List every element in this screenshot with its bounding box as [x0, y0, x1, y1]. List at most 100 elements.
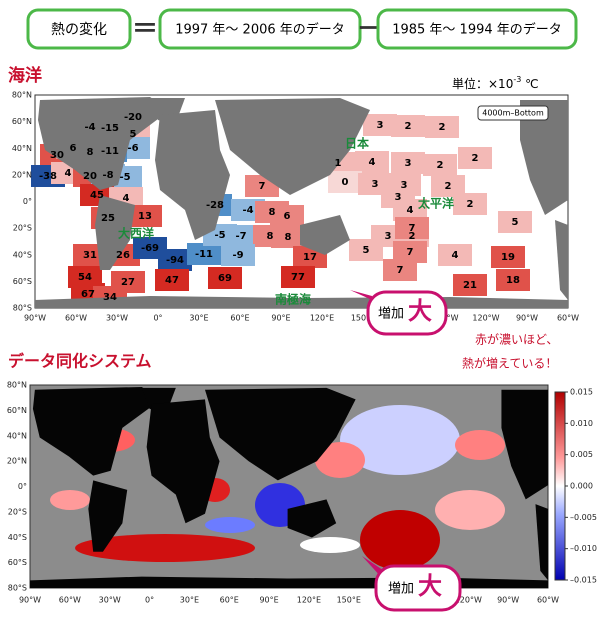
value-label: -11	[101, 146, 119, 157]
colorbar	[554, 391, 566, 581]
region-cell	[423, 154, 457, 176]
region-cell	[431, 175, 465, 197]
lon-label: 0°	[153, 314, 162, 323]
lat-label: 60°N	[12, 117, 32, 126]
colorbar-label: 0.000	[570, 482, 593, 491]
lat-label: 40°N	[7, 431, 27, 440]
box	[376, 8, 578, 50]
lon-label: 90°W	[516, 314, 538, 323]
lon-label: 30°W	[106, 314, 128, 323]
value-label: 2	[472, 153, 479, 164]
value-label: 7	[409, 223, 416, 234]
box-text: 熱の変化	[51, 21, 107, 38]
lon-label: 60°E	[230, 314, 249, 323]
value-label: 2	[409, 231, 416, 242]
lat-label: 0°	[18, 482, 27, 491]
colorbar-label: 0.005	[570, 450, 593, 459]
region-cell	[208, 267, 242, 289]
lat-label: 60°S	[8, 558, 27, 567]
region-cell	[381, 186, 415, 208]
region-cell	[491, 246, 525, 268]
lon-label: 90°E	[271, 314, 290, 323]
box-text: 1985 年〜 1994 年のデータ	[392, 22, 562, 38]
region-label: 大西洋	[118, 226, 154, 241]
value-label: 8	[87, 147, 94, 158]
value-label: 4	[369, 157, 376, 168]
value-label: 25	[101, 213, 115, 224]
region-cell	[224, 225, 258, 247]
section-title: データ同化システム	[8, 352, 152, 371]
value-label: 27	[121, 277, 135, 288]
value-label: 77	[291, 272, 305, 283]
value-label: -38	[39, 171, 57, 182]
lon-label: 60°W	[59, 596, 81, 605]
value-label: 5	[512, 217, 519, 228]
value-label: 18	[506, 275, 520, 286]
value-label: -4	[242, 205, 253, 216]
value-label: -8	[102, 170, 113, 181]
value-label: 2	[439, 122, 446, 133]
value-label: -6	[127, 143, 138, 154]
value-label: 30	[50, 150, 64, 161]
lat-label: 80°S	[8, 584, 27, 593]
value-label: 8	[269, 207, 276, 218]
value-label: 5	[363, 245, 370, 256]
value-label: 8	[267, 231, 274, 242]
note: 赤が濃いほど、	[475, 332, 558, 347]
region-cell	[355, 151, 389, 173]
lat-label: 20°S	[8, 507, 27, 516]
value-label: 3	[405, 158, 412, 169]
lon-label: 30°E	[180, 596, 199, 605]
value-label: 4	[65, 168, 72, 179]
value-label: 7	[397, 265, 404, 276]
region-label: 南極海	[275, 292, 311, 307]
region-label: 太平洋	[418, 196, 454, 211]
region-cell	[395, 217, 429, 239]
region-cell	[363, 114, 397, 136]
region-cell	[393, 241, 427, 263]
value-label: -20	[124, 112, 142, 123]
lon-label: 120°W	[455, 596, 482, 605]
value-label: -94	[166, 255, 184, 266]
lat-label: 0°	[23, 197, 32, 206]
unit-exp: -3	[513, 75, 521, 84]
callout-text: 増加	[378, 307, 404, 322]
value-label: 13	[138, 211, 152, 222]
value-label: 31	[83, 250, 97, 261]
callout-pointer	[350, 290, 372, 300]
region-cell	[128, 205, 162, 227]
unit: 単位：×10-3 ℃	[452, 75, 539, 91]
value-label: -11	[195, 249, 213, 260]
region-cell	[496, 269, 530, 291]
region-cell	[281, 266, 315, 288]
lat-label: 20°N	[12, 170, 32, 179]
lon-label: 150°E	[351, 314, 375, 323]
value-label: 3	[385, 231, 392, 242]
region-cell	[391, 115, 425, 137]
region-label: 日本	[345, 136, 369, 151]
value-label: 7	[407, 247, 414, 258]
value-label: 4	[452, 250, 459, 261]
lat-label: 40°N	[12, 144, 32, 153]
lon-label: 0°	[145, 596, 154, 605]
region-cell	[498, 211, 532, 233]
lon-label: 90°E	[259, 596, 278, 605]
value-label: 34	[103, 292, 117, 303]
callout-big: 大	[408, 297, 432, 325]
minus: ー	[358, 17, 380, 42]
value-label: -15	[101, 123, 119, 134]
value-label: 21	[463, 280, 477, 291]
lon-label: 120°W	[472, 314, 499, 323]
lon-label: 90°W	[19, 596, 41, 605]
lon-label: 120°E	[297, 596, 321, 605]
box	[26, 8, 132, 50]
value-label: -5	[119, 172, 130, 183]
value-label: 19	[501, 252, 515, 263]
region-cell	[391, 152, 425, 174]
value-label: 5	[130, 129, 137, 140]
value-label: 69	[218, 273, 232, 284]
box	[158, 8, 362, 50]
colorbar-label: –0.015	[570, 576, 597, 585]
callout-text: 増加	[388, 582, 414, 597]
region-cell	[453, 193, 487, 215]
